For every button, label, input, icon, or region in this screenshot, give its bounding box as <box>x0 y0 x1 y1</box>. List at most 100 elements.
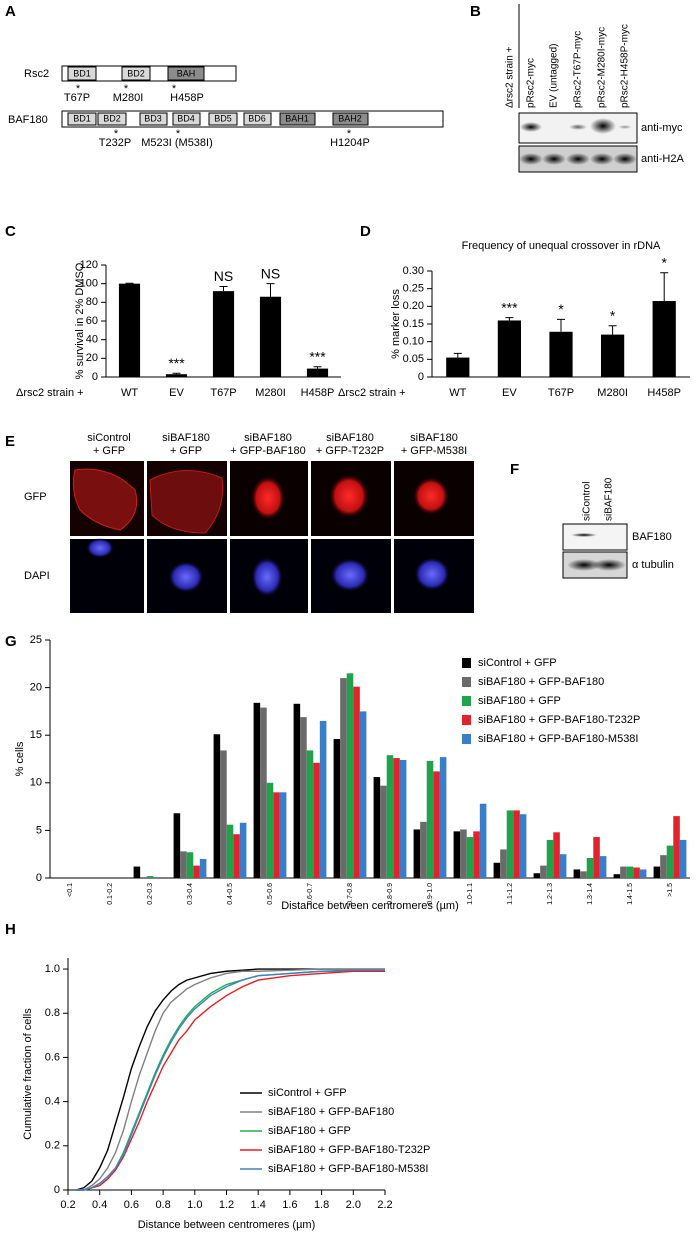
x-tick-label: WT <box>449 387 466 399</box>
y-tick-label: 0.2 <box>45 1140 60 1152</box>
bar <box>118 283 141 377</box>
domain <box>121 66 151 81</box>
blot-label: α tubulin <box>632 559 674 571</box>
x-tick-label: >1.5 <box>667 883 674 897</box>
y-tick-label: 5 <box>36 824 42 836</box>
x-tick-label: 0.3-0.4 <box>187 883 194 905</box>
bar <box>540 865 547 878</box>
error-bar <box>266 283 275 297</box>
column-label: siBAF180 <box>326 432 374 444</box>
bar <box>549 331 573 377</box>
legend-label: siBAF180 + GFP-BAF180-M538I <box>268 1163 428 1175</box>
y-tick-label: 0.20 <box>403 300 424 312</box>
lane-label: pRsc2-H458P-myc <box>620 24 631 108</box>
x-tick-label: 0.2-0.3 <box>147 883 154 905</box>
legend-label: siControl + GFP <box>478 657 557 669</box>
bar <box>493 862 501 878</box>
mutation-label: T232P <box>99 137 131 149</box>
bar <box>613 874 621 878</box>
y-tick-label: 120 <box>80 259 98 271</box>
bar <box>639 869 647 878</box>
bar <box>199 858 207 878</box>
legend-label: siControl + GFP <box>268 1087 347 1099</box>
legend-swatch <box>462 715 471 725</box>
bar <box>306 368 329 377</box>
band <box>569 124 587 130</box>
bar <box>306 750 314 878</box>
mutation-marker: * <box>172 83 177 95</box>
band <box>566 153 590 165</box>
lane-label: pRsc2-M280I-myc <box>597 27 608 108</box>
blot-label: BAF180 <box>632 531 672 543</box>
bar <box>359 711 367 878</box>
x-tick-label: 1.4-1.5 <box>627 883 634 905</box>
panel-label: A <box>5 3 16 20</box>
legend-swatch <box>462 696 471 706</box>
line <box>75 969 385 1191</box>
nucleus <box>330 558 370 592</box>
band <box>590 153 614 165</box>
bar <box>220 750 227 878</box>
bar <box>453 831 461 878</box>
bar <box>380 785 387 878</box>
error-bar <box>313 366 322 369</box>
domain-label: BD1 <box>73 113 91 123</box>
bar <box>500 849 507 878</box>
error-bar <box>453 352 462 358</box>
panel-label: G <box>5 633 17 650</box>
error-bar <box>557 318 565 332</box>
nucleus <box>329 474 369 518</box>
bar <box>300 717 307 878</box>
bar <box>599 856 607 878</box>
mutation-marker: * <box>114 128 119 140</box>
mutation-marker: * <box>347 128 352 140</box>
bar <box>666 845 674 878</box>
bar <box>497 320 522 377</box>
x-tick-label: T67P <box>548 387 574 399</box>
column-label: siBAF180 <box>162 432 210 444</box>
band <box>618 125 632 129</box>
nucleus <box>414 557 450 591</box>
bar <box>279 792 287 878</box>
domain <box>243 112 272 126</box>
lane-label: pRsc2-myc <box>526 58 537 108</box>
x-tick-label: M280I <box>255 387 286 399</box>
error-bar <box>660 272 669 302</box>
bar <box>226 824 234 878</box>
mutation-label: H1204P <box>330 137 370 149</box>
legend-swatch <box>462 677 471 687</box>
x-tick-label: 0.7-0.8 <box>347 883 354 905</box>
panel-label: C <box>5 223 16 240</box>
domain-label: BD1 <box>73 68 91 78</box>
x-tick-label: EV <box>502 387 517 399</box>
annotation: * <box>610 307 616 323</box>
legend-label: siBAF180 + GFP-BAF180-T232P <box>268 1144 430 1156</box>
cell <box>149 469 224 534</box>
x-axis-label: Distance between centromeres (µm) <box>138 1219 316 1231</box>
legend-swatch <box>462 734 471 744</box>
column-label: + GFP-BAF180 <box>230 445 306 457</box>
x-tick-label: 0.6 <box>124 1199 139 1211</box>
legend-label: siBAF180 + GFP-BAF180-T232P <box>478 714 640 726</box>
y-tick-label: 40 <box>86 334 98 346</box>
y-tick-label: 80 <box>86 296 98 308</box>
y-tick-label: 0.25 <box>403 283 424 295</box>
bar <box>346 673 354 878</box>
bar <box>466 837 474 878</box>
nucleus <box>168 561 204 593</box>
chart-title: Frequency of unequal crossover in rDNA <box>462 240 661 252</box>
legend-label: siBAF180 + GFP-BAF180 <box>268 1106 394 1118</box>
line <box>75 970 385 1191</box>
bar <box>633 867 640 878</box>
bar <box>186 852 194 878</box>
panel-label: H <box>5 921 16 938</box>
bar <box>353 686 360 878</box>
error-bar <box>608 325 617 335</box>
y-tick-label: 100 <box>80 278 98 290</box>
bar <box>653 866 661 878</box>
bar <box>620 866 627 878</box>
bar <box>660 855 667 878</box>
legend-label: siBAF180 + GFP-BAF180-M538I <box>478 733 638 745</box>
x-prefix: Δrsc2 strain + <box>338 387 406 399</box>
bar <box>559 854 567 878</box>
